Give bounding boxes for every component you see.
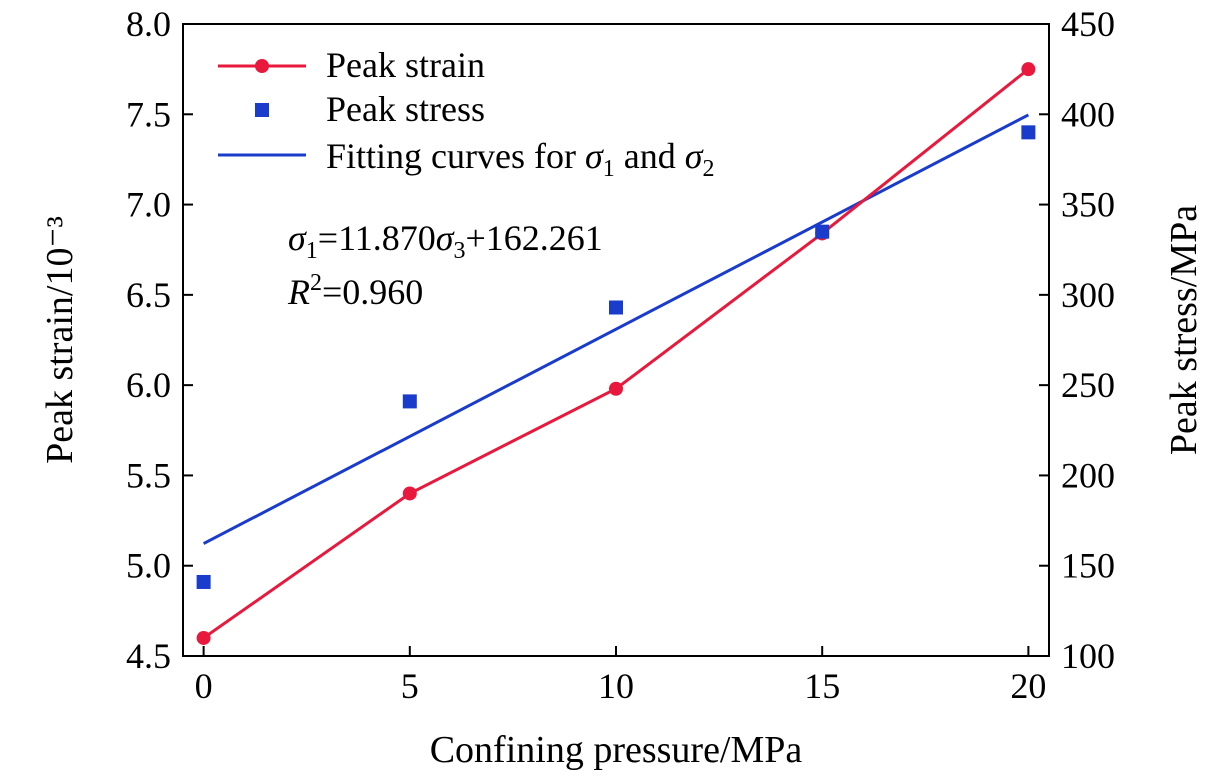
fitting-curve-line xyxy=(202,113,1030,545)
legend-label-peak-stress: Peak stress xyxy=(326,89,485,129)
right-y-tick-label: 300 xyxy=(1061,275,1115,315)
x-tick-label: 20 xyxy=(1010,666,1046,706)
left-y-tick-label: 6.5 xyxy=(126,275,171,315)
left-y-tick-label: 7.0 xyxy=(126,185,171,225)
peak-strain-point xyxy=(1021,62,1036,77)
x-tick-label: 10 xyxy=(598,666,634,706)
left-y-tick-label: 4.5 xyxy=(126,636,171,676)
x-axis-ticks: 0 5 10 15 20 xyxy=(195,646,1046,706)
fitting-curve-series xyxy=(202,113,1030,545)
x-axis-title: Confining pressure/MPa xyxy=(430,729,803,771)
regression-equation: σ1=11.870σ3+162.261 xyxy=(288,218,603,264)
right-y-tick-label: 200 xyxy=(1061,455,1115,495)
legend: Peak strain Peak stress Fitting curves f… xyxy=(218,45,714,182)
peak-strain-point xyxy=(196,630,211,645)
x-tick-label: 0 xyxy=(195,666,213,706)
left-y-tick-label: 8.0 xyxy=(126,4,171,44)
r-squared-value: R2=0.960 xyxy=(287,270,423,312)
legend-strain-marker xyxy=(255,59,269,73)
left-y-tick-label: 5.0 xyxy=(126,546,171,586)
peak-stress-series xyxy=(196,125,1036,589)
right-y-axis-title: Peak stress/MPa xyxy=(1163,205,1205,455)
left-y-tick-label: 5.5 xyxy=(126,455,171,495)
peak-stress-point xyxy=(609,300,623,315)
peak-strain-point xyxy=(402,486,417,501)
x-tick-label: 5 xyxy=(401,666,419,706)
right-y-tick-label: 450 xyxy=(1061,4,1115,44)
right-y-tick-label: 150 xyxy=(1061,546,1115,586)
right-y-tick-label: 350 xyxy=(1061,185,1115,225)
legend-stress-marker xyxy=(255,103,269,117)
peak-stress-point xyxy=(815,224,830,239)
left-y-tick-label: 6.0 xyxy=(126,365,171,405)
peak-strain-point xyxy=(609,381,623,396)
peak-stress-point xyxy=(196,574,211,589)
legend-label-peak-strain: Peak strain xyxy=(326,45,485,85)
right-y-tick-label: 250 xyxy=(1061,365,1115,405)
right-y-tick-label: 400 xyxy=(1061,94,1115,134)
left-y-tick-label: 7.5 xyxy=(126,94,171,134)
left-y-axis-ticks: 4.5 5.0 5.5 6.0 6.5 7.0 7.5 8.0 xyxy=(126,4,193,676)
peak-stress-point xyxy=(402,394,417,409)
right-y-tick-label: 100 xyxy=(1061,636,1115,676)
x-tick-label: 15 xyxy=(804,666,840,706)
right-y-axis-ticks: 100 150 200 250 300 350 400 450 xyxy=(1039,4,1115,676)
left-y-axis-title: Peak strain/10⁻³ xyxy=(39,216,81,464)
peak-stress-point xyxy=(1021,125,1036,140)
legend-label-fitting-curves: Fitting curves for σ1 and σ2 xyxy=(326,136,714,182)
